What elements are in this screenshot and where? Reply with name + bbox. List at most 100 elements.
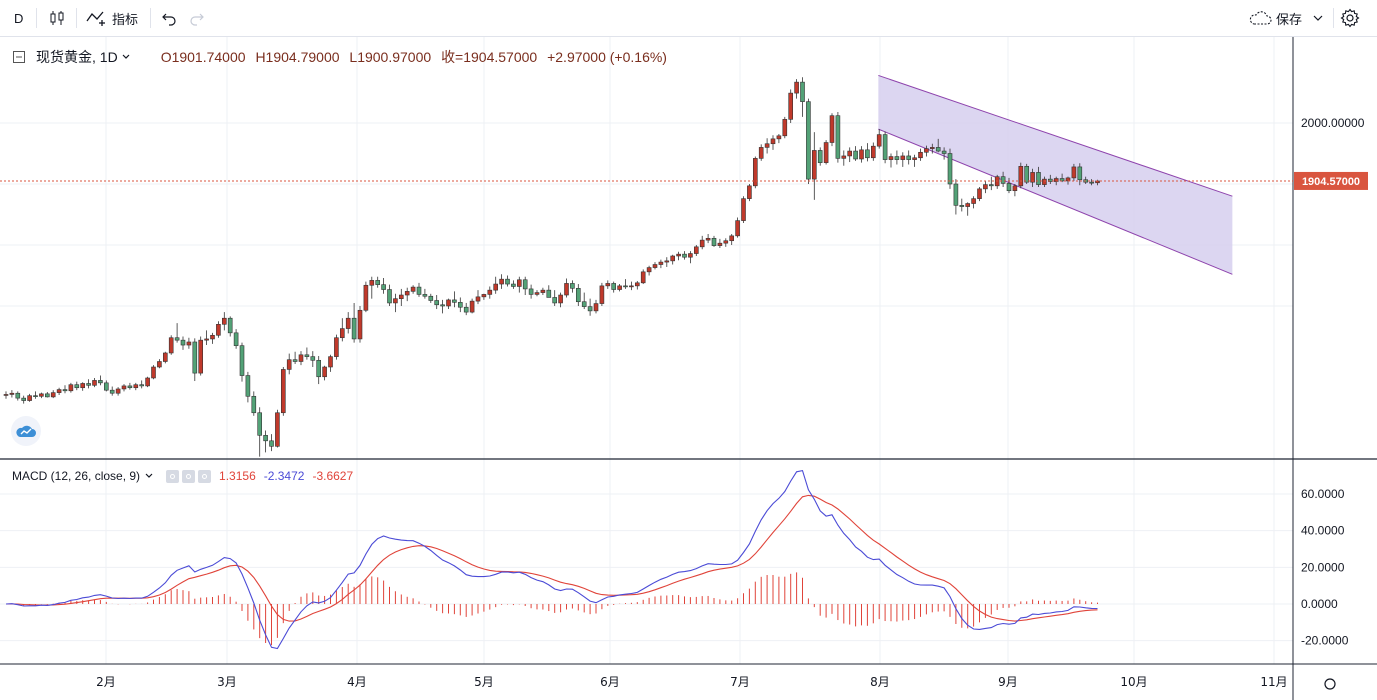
undo-button[interactable] [161,0,177,36]
candle-body [493,283,499,291]
cloud-icon [1249,11,1272,25]
time-tick-label: 3月 [217,675,237,689]
ohlc-values: O1901.74000 H1904.79000 L1900.97000 收=19… [161,47,673,67]
candle-body [316,359,322,378]
channel-fill[interactable] [878,75,1233,275]
candle-body [971,198,976,204]
symbol-interval[interactable]: 1D [99,49,118,65]
candle-body [534,292,540,295]
chart-area[interactable]: 1904.57000 2000.00000 60.0000 40.0000 20.000… [0,37,1377,700]
candle-body [216,323,221,336]
redo-icon [190,13,204,26]
candle-body [735,220,740,237]
candle-body [634,282,640,287]
candle-body [292,359,298,362]
candle-body [44,393,50,398]
candle-body [587,306,593,312]
candle-body [817,150,823,163]
candle-body [770,138,776,145]
candle-body [1000,176,1006,184]
candle-body [15,392,21,399]
candle-body [516,279,522,287]
candle-body [1036,172,1041,185]
candle-body [381,284,386,290]
price-tick-label: 2000.00000 [1301,116,1365,130]
candle-body [180,339,186,346]
candle-body [611,283,617,290]
candle-body [74,384,80,389]
close-icon[interactable] [198,469,212,483]
candle-body [298,354,304,362]
candle-body [1059,178,1065,182]
gear-icon [1340,8,1360,28]
channel-lower-line[interactable] [878,128,1233,275]
candle-body [245,375,251,397]
candle-body [729,235,735,242]
candle-body [782,119,788,137]
candle-body [440,304,445,307]
chart-type-button[interactable] [48,0,66,36]
candle-body [593,303,599,312]
candle-body [1048,178,1053,182]
candle-body [823,142,829,163]
candle-body [434,300,440,306]
candle-body [68,384,74,392]
candle-body [1042,178,1047,185]
candle-body [546,289,552,298]
macd-legend: MACD (12, 26, close, 9) 1.3156 -2.3472 -… [12,467,353,485]
candle-body [575,288,581,303]
visibility-icon[interactable] [166,469,180,483]
candle-body [428,295,434,301]
macd-tick-label: -20.0000 [1301,634,1349,648]
candle-body [623,285,628,288]
time-tick-label: 4月 [347,675,367,689]
symbol-name[interactable]: 现货黄金 [36,49,92,65]
candle-body [776,135,782,140]
candle-body [664,260,670,263]
interval-button[interactable]: D [14,0,23,36]
candle-body [1012,185,1018,192]
time-tick-label: 5月 [474,675,494,689]
candle-body [369,280,375,286]
candle-body [1053,178,1059,182]
collapse-icon[interactable] [12,50,26,64]
candle-body [62,389,68,392]
axis-settings-icon[interactable] [1324,678,1336,690]
signal-line[interactable] [5,494,1098,622]
chevron-down-icon[interactable] [121,52,131,62]
save-button[interactable]: 保存 [1248,0,1324,36]
candle-body [457,302,463,308]
price-legend: 现货黄金, 1D O1901.74000 H1904.79000 L1900.9… [12,46,673,68]
candle-body [794,81,799,94]
candle-body [723,240,729,244]
candle-body [688,253,693,258]
candle-body [487,289,493,295]
undo-icon [162,13,176,26]
candle-body [1071,166,1077,179]
candle-body [86,383,91,386]
settings-button[interactable] [1340,0,1360,36]
candle-body [788,92,794,120]
candle-body [322,366,327,378]
indicators-button[interactable]: 指标 [86,0,138,36]
candle-body [186,341,192,346]
macd-title[interactable]: MACD (12, 26, close, 9) [12,469,141,483]
open-value: O1901.74000 [160,49,246,65]
toolbar-divider [150,8,151,28]
candle-body [841,155,847,159]
macd-line[interactable] [5,469,1098,650]
candle-body [310,356,316,361]
settings-icon[interactable] [182,469,196,483]
candle-body [741,198,746,221]
candle-body [56,389,62,393]
candle-body [1006,183,1012,192]
candle-body [747,185,752,199]
time-tick-label: 7月 [730,675,750,689]
redo-button[interactable] [189,0,205,36]
candle-body [1077,166,1083,181]
candle-body [410,286,416,292]
chevron-down-icon[interactable] [144,471,154,481]
toolbar-divider [36,8,37,28]
time-tick-label: 10月 [1120,675,1147,689]
channel-upper-line[interactable] [878,74,1233,197]
